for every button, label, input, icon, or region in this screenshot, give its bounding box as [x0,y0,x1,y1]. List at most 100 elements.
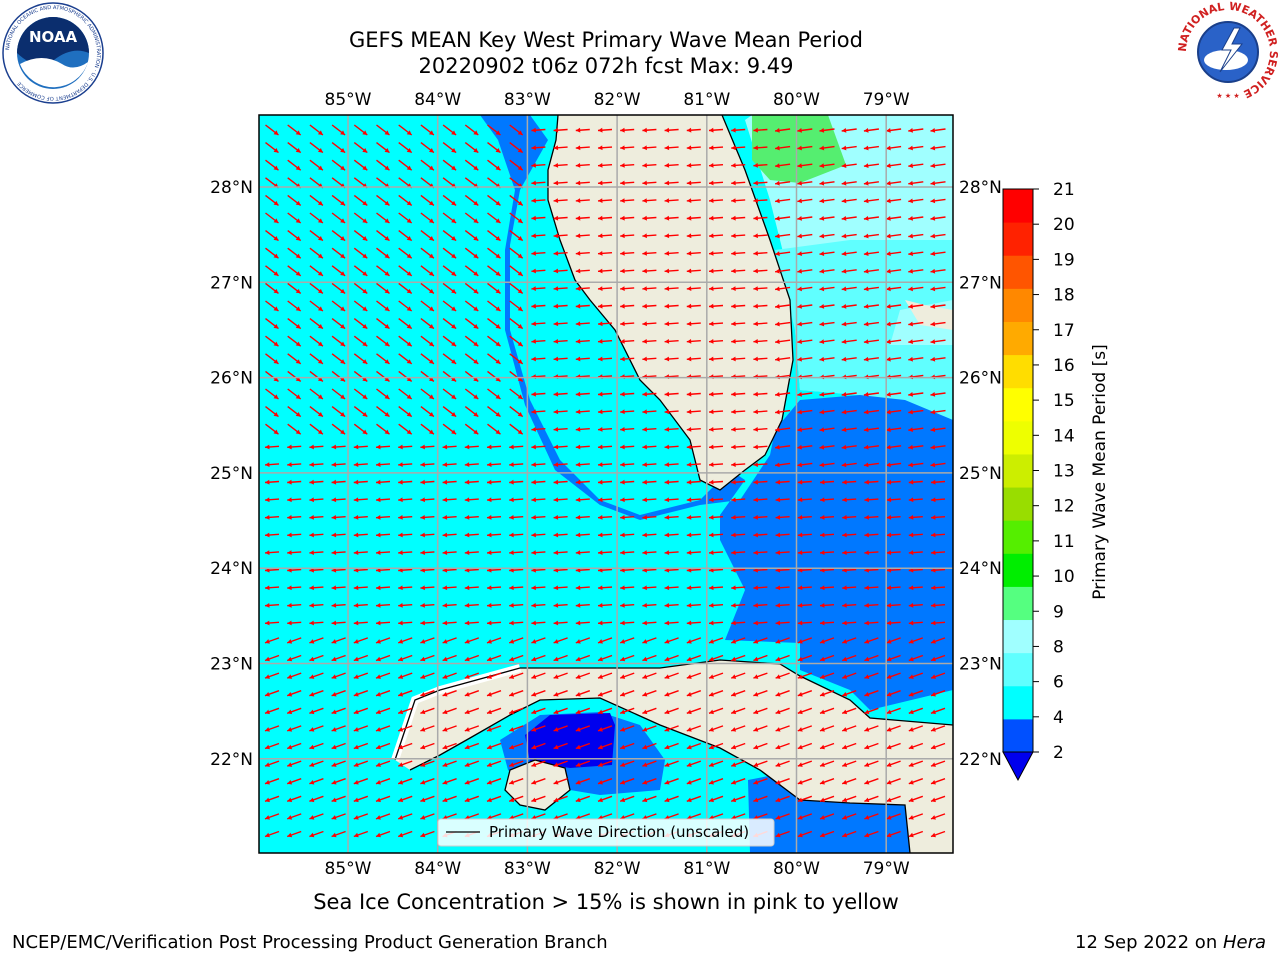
wave-arrow-head [753,514,758,520]
wave-arrow-head [908,639,914,644]
wave-arrow-head [384,130,390,135]
wave-arrow-head [797,762,803,767]
wave-arrow-head [709,709,714,715]
wave-arrow-head [753,462,758,467]
wave-arrow-head [575,215,581,221]
wave-arrow-head [575,268,581,274]
wave-arrow-head [908,815,914,820]
wave-arrow-head [886,304,891,309]
wave-arrow-head [553,233,559,239]
wave-arrow-head [442,514,448,520]
wave-arrow-head [406,324,412,329]
wave-arrow-head [797,145,802,151]
wave-arrow-head [317,412,323,417]
wave-arrow-head [509,691,515,697]
wave-arrow-head [353,674,359,679]
wave-arrow-head [642,198,647,203]
wave-arrow-head [553,127,559,133]
wave-arrow-head [487,674,492,679]
wave-arrow-head [775,356,780,362]
wave-arrow-head [265,497,270,503]
wave-arrow-head [642,532,647,538]
wave-arrow-head [420,479,425,485]
nws-logo: NATIONAL WEATHER SERVICE ★ ★ ★ [1176,0,1280,103]
wave-arrow-head [841,251,847,256]
wave-arrow-head [620,709,626,715]
wave-arrow-head [553,727,559,732]
wave-arrow-head [398,444,403,450]
wave-arrow-head [295,148,301,153]
wave-arrow-head [376,514,381,520]
wave-arrow-head [753,674,759,679]
wave-arrow-head [531,303,536,309]
wave-arrow-head [642,356,647,362]
colorbar-tick-label: 19 [1053,250,1075,270]
wave-arrow-head [295,324,301,329]
wave-arrow-head [598,162,603,168]
wave-arrow-head [819,286,825,292]
wave-arrow-head [487,620,492,626]
wave-arrow-head [775,744,781,750]
wave-arrow-head [709,356,714,362]
wave-arrow-head [384,341,390,347]
wave-arrow-head [428,412,434,417]
wave-arrow-head [509,797,515,803]
wave-arrow-head [287,567,292,573]
wave-arrow-head [753,550,758,555]
wave-arrow-head [908,779,914,785]
wave-arrow-head [553,656,559,662]
wave-arrow-head [575,162,581,168]
wave-arrow-head [731,479,736,485]
wave-arrow-head [797,479,803,485]
wave-arrow-head [309,656,315,662]
wave-arrow-head [553,286,559,291]
wave-arrow-head [398,797,404,803]
wave-arrow-head [886,409,891,415]
wave-arrow-head [442,444,448,450]
wave-arrow-head [753,762,759,767]
wave-arrow-head [531,602,536,608]
wave-arrow-head [686,356,692,362]
wave-arrow-head [620,639,626,644]
wave-arrow-head [331,550,337,555]
wave-arrow-head [731,639,737,644]
wave-arrow-head [863,128,869,133]
wave-arrow-head [775,216,780,221]
wave-arrow-head [842,709,848,715]
wave-arrow-head [886,550,892,555]
wave-arrow-head [841,233,847,239]
wave-arrow-head [775,832,781,838]
wave-arrow-head [420,602,425,608]
wave-arrow-head [384,236,390,241]
wave-arrow-head [295,429,301,435]
wave-arrow-head [553,532,559,538]
wave-arrow-head [598,727,603,732]
wave-arrow-head [620,532,625,538]
wave-arrow-head [664,462,670,467]
wave-arrow-head [864,639,870,644]
lat-tick-label: 24°N [959,559,1002,579]
wave-arrow-head [295,200,301,206]
wave-arrow-head [642,303,647,309]
wave-arrow-head [731,127,736,133]
wave-arrow-head [819,198,825,204]
wave-arrow-head [664,444,670,450]
wave-arrow-head [775,479,781,485]
wave-arrow-head [841,409,847,415]
wave-arrow-head [709,797,714,803]
wave-arrow-head [517,394,523,399]
wave-arrow-head [287,462,292,467]
wave-arrow-head [598,797,603,803]
wave-arrow-head [487,462,492,467]
wave-arrow-head [265,709,270,715]
wave-arrow-head [406,165,412,171]
wave-arrow-head [265,444,270,450]
colorbar-segment [1003,619,1033,654]
wave-arrow-head [531,215,536,221]
wave-arrow-head [664,286,670,291]
wave-arrow-head [598,514,603,520]
wave-arrow-head [531,250,536,256]
wave-arrow-head [819,339,825,344]
wave-arrow-head [908,145,913,151]
wave-arrow-head [442,585,448,591]
